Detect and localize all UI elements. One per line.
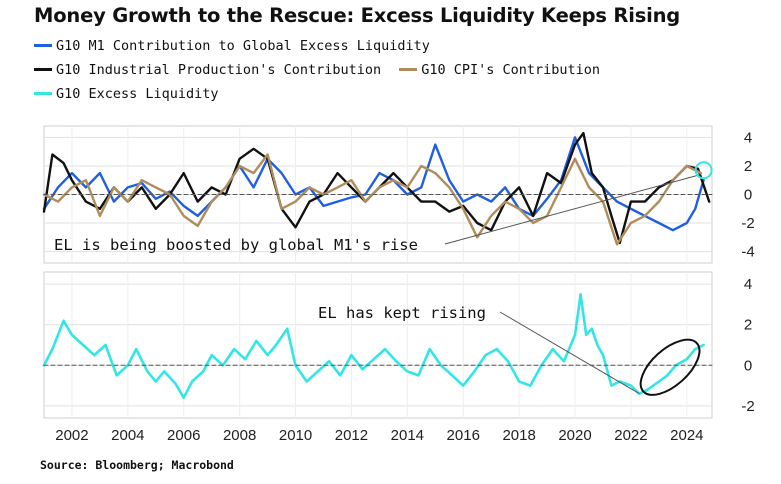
- series-line: [42, 153, 702, 246]
- legend-item-m1: G10 M1 Contribution to Global Excess Liq…: [34, 38, 430, 54]
- y-tick-label: 0: [744, 357, 752, 374]
- x-tick-label: 2010: [279, 427, 312, 444]
- highlight-ellipse: [639, 338, 701, 396]
- y-tick-label: 4: [744, 129, 752, 146]
- legend-label-m1: G10 M1 Contribution to Global Excess Liq…: [56, 37, 430, 54]
- x-tick-label: 2014: [391, 427, 424, 444]
- legend-label-el: G10 Excess Liquidity: [56, 85, 219, 102]
- legend-item-el: G10 Excess Liquidity: [34, 86, 219, 102]
- legend-item-cpi: G10 CPI's Contribution: [399, 62, 600, 78]
- legend-item-ip: G10 Industrial Production's Contribution: [34, 62, 381, 78]
- series-line: [42, 131, 711, 245]
- legend-row-2: G10 Industrial Production's Contribution…: [34, 59, 610, 78]
- series-line: [42, 293, 705, 399]
- legend-label-ip: G10 Industrial Production's Contribution: [56, 61, 382, 78]
- legend-label-cpi: G10 CPI's Contribution: [421, 61, 601, 78]
- x-tick-label: 2006: [167, 427, 200, 444]
- x-tick-label: 2012: [335, 427, 368, 444]
- annotation-top-leader: [444, 174, 701, 245]
- legend-swatch-cpi: [399, 68, 418, 71]
- legend-swatch-m1: [34, 44, 52, 47]
- x-tick-label: 2002: [55, 427, 88, 444]
- y-tick-label: -2: [741, 398, 754, 415]
- x-tick-label: 2008: [223, 427, 256, 444]
- x-tick-label: 2022: [614, 427, 647, 444]
- y-tick-label: 0: [744, 187, 752, 204]
- x-tick-label: 2018: [502, 427, 535, 444]
- annotation-top: EL is being boosted by global M1's rise: [54, 236, 418, 254]
- y-tick-label: -2: [741, 215, 754, 232]
- plot-frame-bottom: [43, 271, 713, 419]
- y-tick-label: 4: [744, 276, 752, 293]
- x-tick-label: 2004: [111, 427, 144, 444]
- annotation-bottom-leader: [499, 311, 640, 395]
- annotation-bottom: EL has kept rising: [318, 304, 486, 322]
- legend-row-1: G10 M1 Contribution to Global Excess Liq…: [34, 35, 440, 54]
- panel-top: 4 2 0 -2 -4: [42, 125, 755, 264]
- legend-swatch-ip: [34, 68, 52, 71]
- highlight-circle: [694, 161, 713, 180]
- legend-row-3: G10 Excess Liquidity: [34, 83, 229, 102]
- chart-title: Money Growth to the Rescue: Excess Liqui…: [34, 4, 681, 27]
- x-tick-label: 2016: [447, 427, 480, 444]
- panel-bottom: 4 2 0 -2 2002 2004 2006 2008 2010 2012 2014 2016 201…: [42, 271, 755, 444]
- y-tick-label: 2: [744, 317, 752, 334]
- legend-swatch-el: [34, 92, 52, 95]
- y-tick-label: 2: [744, 158, 752, 175]
- x-tick-label: 2020: [558, 427, 591, 444]
- y-tick-label: -4: [741, 244, 754, 261]
- x-tick-label: 2024: [670, 427, 703, 444]
- source-note: Source: Bloomberg; Macrobond: [40, 458, 234, 472]
